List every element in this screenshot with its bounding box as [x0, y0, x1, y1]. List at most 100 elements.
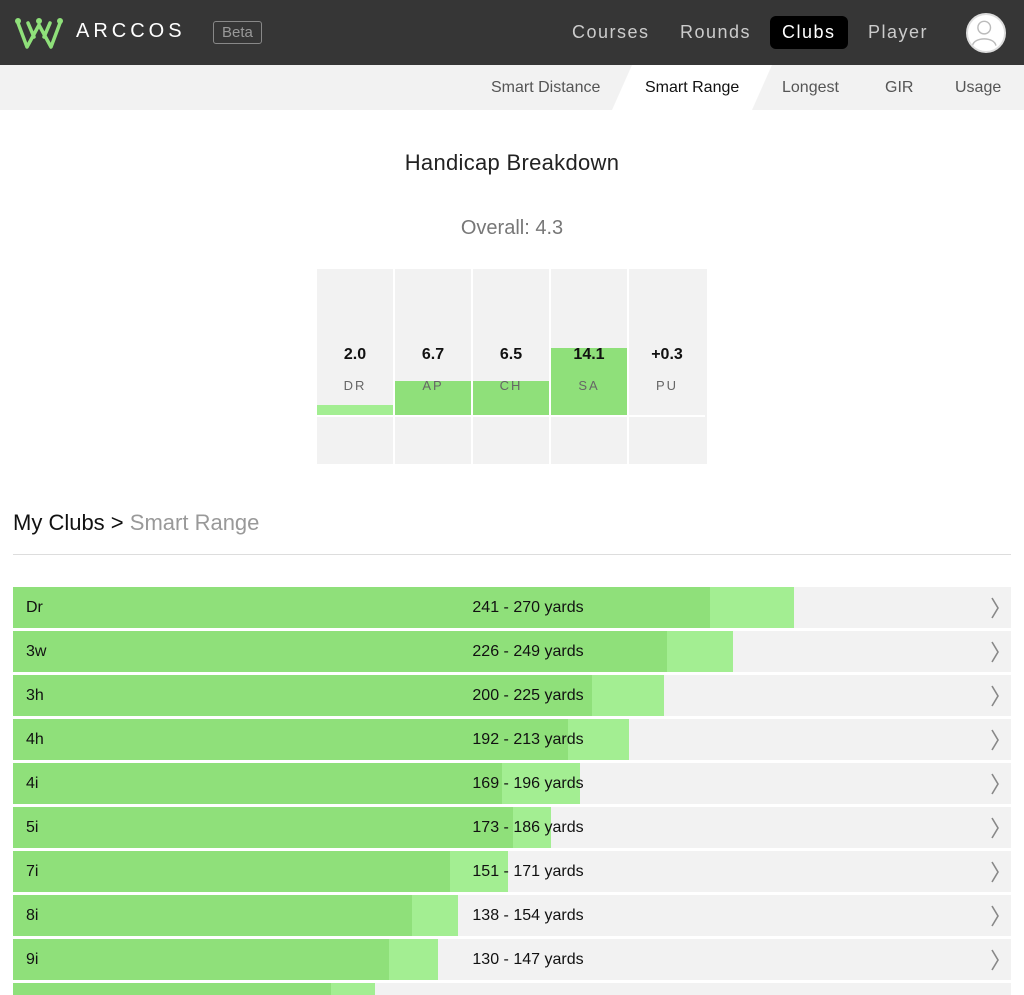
tab-smart-distance[interactable]: Smart Distance: [491, 79, 601, 96]
category-cell: [551, 269, 627, 415]
club-row-partial[interactable]: [13, 983, 1011, 995]
club-row[interactable]: 3h 200 - 225 yards: [13, 675, 1011, 716]
club-row[interactable]: 9i 130 - 147 yards: [13, 939, 1011, 980]
handicap-category-ap[interactable]: 6.7 AP: [395, 269, 471, 464]
tab-smart-range[interactable]: Smart Range: [645, 79, 740, 96]
category-cell: [629, 269, 705, 415]
club-row[interactable]: 7i 151 - 171 yards: [13, 851, 1011, 892]
range-min-bar: [13, 719, 568, 760]
crown-logo-icon[interactable]: [14, 15, 64, 51]
handicap-overall: Overall: 4.3: [460, 217, 564, 239]
category-value: 6.7: [421, 346, 445, 363]
divider: [629, 415, 705, 417]
chevron-right-icon[interactable]: [989, 596, 1001, 620]
category-cell: [317, 269, 393, 415]
category-level-bar: [473, 381, 549, 415]
range-min-bar: [13, 807, 513, 848]
chevron-right-icon[interactable]: [989, 772, 1001, 796]
category-value: +0.3: [651, 346, 683, 363]
club-name: 4i: [26, 775, 39, 792]
sub-navigation-bar: Smart Distance Smart Range Longest GIR U…: [0, 65, 1024, 110]
handicap-breakdown-grid: 2.0 DR 6.7 AP 6.5 CH 14.1 SA +0.3 PU: [317, 269, 707, 464]
category-label: PU: [655, 378, 679, 393]
nav-rounds[interactable]: Rounds: [680, 22, 752, 42]
tab-gir[interactable]: GIR: [885, 79, 914, 96]
category-cell: [473, 269, 549, 415]
category-cell-lower: [395, 417, 471, 464]
category-cell-lower: [551, 417, 627, 464]
range-min-bar: [13, 983, 331, 995]
club-row[interactable]: 3w 226 - 249 yards: [13, 631, 1011, 672]
my-clubs-heading: My Clubs > Smart Range: [13, 510, 259, 536]
chevron-right-icon[interactable]: [989, 640, 1001, 664]
handicap-category-pu[interactable]: +0.3 PU: [629, 269, 707, 464]
nav-courses[interactable]: Courses: [572, 22, 650, 42]
club-row[interactable]: 5i 173 - 186 yards: [13, 807, 1011, 848]
range-min-bar: [13, 939, 389, 980]
tab-longest[interactable]: Longest: [782, 79, 839, 96]
divider: [317, 415, 393, 417]
range-min-bar: [13, 763, 502, 804]
club-range: 138 - 154 yards: [472, 907, 584, 924]
club-row[interactable]: 4h 192 - 213 yards: [13, 719, 1011, 760]
range-min-bar: [13, 675, 592, 716]
chevron-right-icon[interactable]: [989, 684, 1001, 708]
handicap-category-sa[interactable]: 14.1 SA: [551, 269, 627, 464]
category-level-bar: [317, 405, 393, 415]
club-range: 151 - 171 yards: [472, 863, 584, 880]
club-range: 130 - 147 yards: [472, 951, 584, 968]
category-cell-lower: [629, 417, 705, 464]
user-avatar-icon[interactable]: [966, 13, 1006, 53]
category-cell-lower: [317, 417, 393, 464]
club-range: 192 - 213 yards: [472, 731, 584, 748]
club-row[interactable]: 8i 138 - 154 yards: [13, 895, 1011, 936]
club-range: 226 - 249 yards: [472, 643, 584, 660]
club-name: 3h: [26, 687, 44, 704]
tab-usage[interactable]: Usage: [955, 79, 1002, 96]
club-range: 169 - 196 yards: [472, 775, 584, 792]
club-row[interactable]: Dr 241 - 270 yards: [13, 587, 1011, 628]
range-min-bar: [13, 631, 667, 672]
range-min-bar: [13, 895, 412, 936]
handicap-category-dr[interactable]: 2.0 DR: [317, 269, 393, 464]
chevron-right-icon[interactable]: [989, 860, 1001, 884]
breadcrumb-current: Smart Range: [129, 510, 260, 535]
club-name: 3w: [26, 643, 47, 660]
divider: [551, 415, 627, 417]
category-label: SA: [578, 378, 600, 393]
club-name: 9i: [26, 951, 39, 968]
category-label: AP: [422, 378, 444, 393]
club-range: 200 - 225 yards: [472, 687, 584, 704]
category-cell: [395, 269, 471, 415]
breadcrumb-my-clubs[interactable]: My Clubs >: [13, 510, 124, 535]
category-value: 14.1: [573, 346, 605, 363]
nav-player[interactable]: Player: [868, 22, 929, 42]
category-level-bar: [395, 381, 471, 415]
divider: [395, 415, 471, 417]
category-value: 6.5: [499, 346, 523, 363]
brand-name[interactable]: ARCCOS: [76, 20, 186, 42]
club-name: 5i: [26, 819, 39, 836]
club-row[interactable]: 4i 169 - 196 yards: [13, 763, 1011, 804]
active-tab-background: [612, 65, 772, 110]
category-label: CH: [499, 378, 523, 393]
club-name: 8i: [26, 907, 39, 924]
club-range: 241 - 270 yards: [472, 599, 584, 616]
chevron-right-icon[interactable]: [989, 816, 1001, 840]
category-label: DR: [343, 378, 367, 393]
chevron-right-icon[interactable]: [989, 904, 1001, 928]
beta-badge: Beta: [213, 21, 262, 44]
club-name: Dr: [26, 599, 43, 616]
handicap-category-ch[interactable]: 6.5 CH: [473, 269, 549, 464]
category-value: 2.0: [343, 346, 367, 363]
divider: [13, 554, 1011, 555]
handicap-breakdown-title: Handicap Breakdown: [404, 150, 620, 175]
nav-clubs[interactable]: Clubs: [770, 16, 848, 49]
range-min-bar: [13, 851, 450, 892]
chevron-right-icon[interactable]: [989, 728, 1001, 752]
chevron-right-icon[interactable]: [989, 948, 1001, 972]
divider: [473, 415, 549, 417]
category-cell-lower: [473, 417, 549, 464]
club-name: 7i: [26, 863, 39, 880]
club-range: 173 - 186 yards: [472, 819, 584, 836]
